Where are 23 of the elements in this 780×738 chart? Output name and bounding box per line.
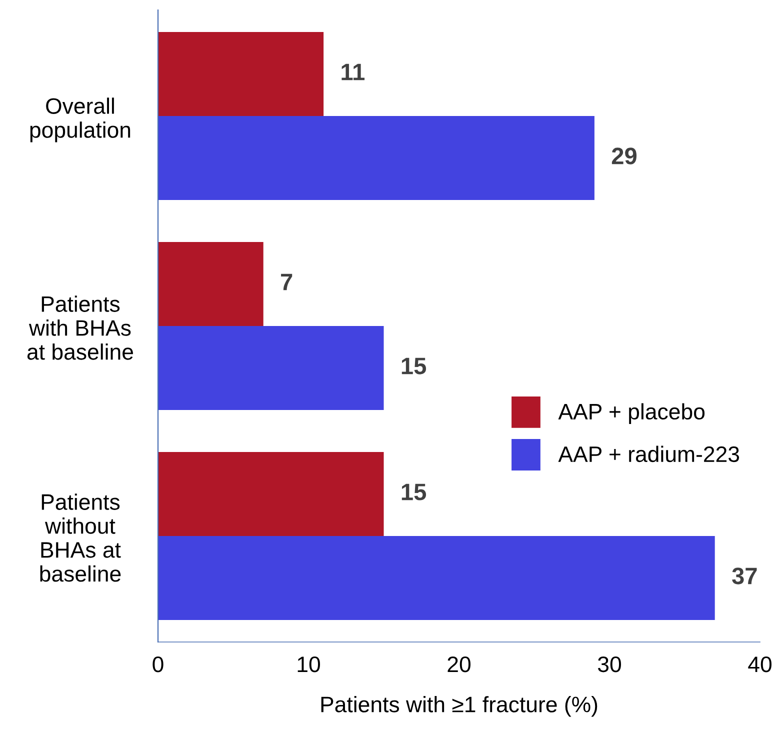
data-label: 15 xyxy=(402,358,426,374)
bar xyxy=(158,32,324,116)
y-tick-label: Overall population xyxy=(30,98,130,142)
y-tick-label: Patients without BHAs at baseline xyxy=(40,494,121,582)
legend-label: AAP + placebo xyxy=(558,403,705,424)
x-tick-label: 20 xyxy=(448,656,470,672)
bar xyxy=(158,116,594,200)
bar xyxy=(158,452,384,536)
legend-label: AAP + radium-223 xyxy=(558,446,740,462)
x-tick-label: 40 xyxy=(748,656,772,672)
data-label: 37 xyxy=(732,568,757,584)
x-tick-label: 0 xyxy=(152,656,164,672)
x-tick-label: 10 xyxy=(298,656,320,672)
data-label: 29 xyxy=(612,148,637,164)
bar xyxy=(158,326,384,410)
bar xyxy=(158,242,264,326)
data-label: 11 xyxy=(342,64,365,80)
x-tick-label: 30 xyxy=(598,656,621,672)
y-tick-label: Patients with BHAs at baseline xyxy=(27,296,133,360)
data-label: 7 xyxy=(281,274,292,290)
bar xyxy=(158,536,715,620)
x-axis-title: Patients with ≥1 fracture (%) xyxy=(321,696,598,717)
data-label: 15 xyxy=(402,484,426,500)
